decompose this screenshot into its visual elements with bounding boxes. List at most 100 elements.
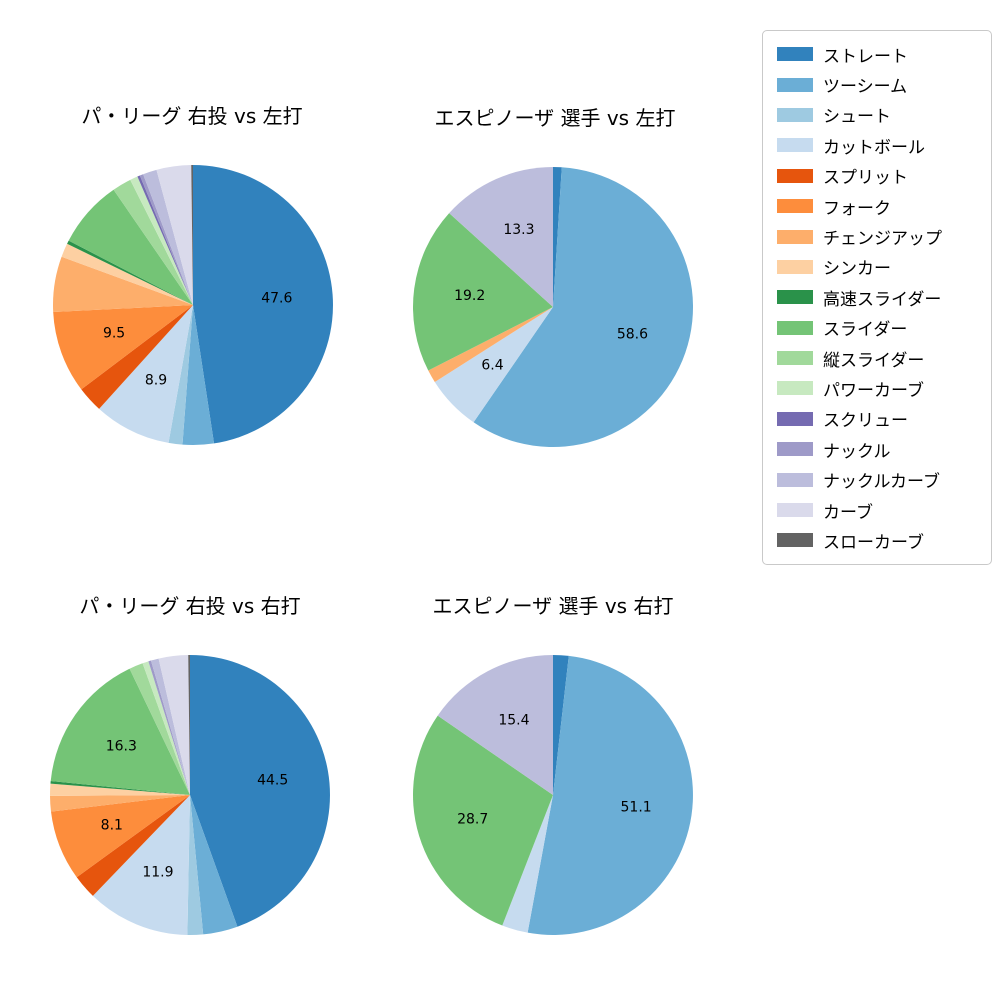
- legend-color-swatch: [777, 351, 813, 366]
- legend-item: 高速スライダー: [777, 282, 977, 312]
- pie-slice-pct-label: 19.2: [454, 288, 485, 304]
- pie-slice: [68, 189, 193, 305]
- pie-slice: [190, 655, 330, 927]
- pie-slice: [158, 655, 190, 795]
- pie-slice: [191, 164, 193, 305]
- pie-slice: [553, 655, 569, 795]
- legend-item: フォーク: [777, 191, 977, 221]
- legend-color-swatch: [777, 47, 813, 62]
- pie-slice: [50, 668, 191, 795]
- legend-label: スプリット: [823, 168, 908, 189]
- chart-title-espinoza-vs-right: エスピノーザ 選手 vs 右打: [432, 594, 674, 618]
- pie-slice: [413, 715, 553, 926]
- legend-item: シンカー: [777, 252, 977, 282]
- pie-slice: [449, 167, 553, 307]
- pie-slice: [187, 795, 204, 936]
- legend-label: スライダー: [823, 320, 908, 341]
- pie-slice-pct-label: 28.7: [457, 812, 488, 828]
- legend-color-swatch: [777, 107, 813, 122]
- pie-slice: [553, 167, 562, 307]
- pie-slice: [143, 169, 193, 305]
- chart-title-espinoza-vs-left: エスピノーザ 選手 vs 左打: [434, 106, 676, 130]
- legend-item: チェンジアップ: [777, 221, 977, 251]
- legend-color-swatch: [777, 320, 813, 335]
- legend-color-swatch: [777, 533, 813, 548]
- pie-slice: [150, 658, 190, 795]
- pie-slice: [156, 165, 193, 305]
- pie-slice: [129, 663, 190, 795]
- legend-label: ナックル: [823, 441, 891, 462]
- legend-label: パワーカーブ: [823, 380, 924, 401]
- legend-item: スローカーブ: [777, 525, 977, 555]
- pie-slice-pct-label: 9.5: [103, 326, 125, 342]
- legend-item: カーブ: [777, 495, 977, 525]
- legend-label: シンカー: [823, 259, 891, 280]
- pie-slice: [53, 256, 193, 313]
- pie-slice: [193, 165, 333, 444]
- pie-slice-pct-label: 8.9: [145, 372, 167, 388]
- pie-slice: [130, 176, 193, 305]
- legend-color-swatch: [777, 290, 813, 305]
- pie-slice: [502, 795, 553, 933]
- legend-item: スプリット: [777, 161, 977, 191]
- legend-label: スローカーブ: [823, 532, 924, 553]
- legend-item: ツーシーム: [777, 69, 977, 99]
- legend-item: スライダー: [777, 313, 977, 343]
- legend-color-swatch: [777, 259, 813, 274]
- pie-slice-pct-label: 44.5: [257, 773, 288, 789]
- pie-slice: [428, 307, 553, 383]
- legend-label: カットボール: [823, 137, 925, 158]
- pie-slice-pct-label: 15.4: [498, 713, 529, 729]
- legend-item: カットボール: [777, 130, 977, 160]
- legend-label: ツーシーム: [823, 77, 908, 98]
- legend-color-swatch: [777, 411, 813, 426]
- pie-slice: [50, 795, 190, 812]
- pie-slice: [61, 243, 193, 305]
- legend-color-swatch: [777, 381, 813, 396]
- pie-slice: [168, 305, 193, 445]
- pie-slice: [139, 174, 193, 305]
- pie-slice: [137, 175, 193, 305]
- pie-slice: [99, 305, 193, 443]
- pie-slice: [76, 795, 190, 896]
- legend-label: ナックルカーブ: [823, 472, 940, 493]
- pie-slice-pct-label: 47.6: [261, 291, 292, 307]
- chart-title-pa-league-vs-left: パ・リーグ 右投 vs 左打: [81, 104, 303, 128]
- pie-slice: [51, 795, 190, 878]
- pie-slice: [49, 783, 191, 796]
- pie-chart-espinoza-vs-right: 51.1 28.7 15.4: [413, 655, 693, 935]
- pie-slice: [81, 305, 193, 409]
- legend-item: 縦スライダー: [777, 343, 977, 373]
- pie-slice: [527, 655, 693, 935]
- legend-label: 高速スライダー: [823, 289, 942, 310]
- pie-slice-pct-label: 8.1: [101, 818, 123, 834]
- pie-slice: [92, 795, 190, 935]
- pie-slice: [50, 780, 190, 795]
- legend-label: カーブ: [823, 502, 873, 523]
- pie-slice: [437, 655, 553, 795]
- legend-label: シュート: [823, 107, 891, 128]
- legend-item: シュート: [777, 100, 977, 130]
- pie-slice-pct-label: 11.9: [142, 865, 173, 881]
- legend-color-swatch: [777, 168, 813, 183]
- chart-title-pa-league-vs-right: パ・リーグ 右投 vs 右打: [79, 594, 301, 618]
- pie-chart-pa-league-vs-right: 44.5 11.9 8.1 16.3: [49, 655, 330, 936]
- legend-label: スクリュー: [823, 411, 908, 432]
- pie-slice-pct-label: 16.3: [106, 739, 137, 755]
- pitch-type-legend: ストレート ツーシーム シュート カットボール スプリット フォーク チェンジアップ シンカー…: [762, 30, 992, 565]
- legend-color-swatch: [777, 503, 813, 518]
- pie-slice: [413, 213, 553, 371]
- pie-slice: [434, 307, 553, 423]
- pie-slice-pct-label: 51.1: [621, 799, 652, 815]
- legend-item: パワーカーブ: [777, 373, 977, 403]
- pie-slice: [142, 661, 190, 795]
- legend-item: スクリュー: [777, 404, 977, 434]
- legend-color-swatch: [777, 442, 813, 457]
- legend-item: ナックル: [777, 434, 977, 464]
- pie-slice-pct-label: 13.3: [503, 222, 534, 238]
- pie-slice: [188, 655, 190, 795]
- legend-color-swatch: [777, 138, 813, 153]
- pie-slice: [53, 305, 194, 390]
- pie-slice: [190, 795, 238, 935]
